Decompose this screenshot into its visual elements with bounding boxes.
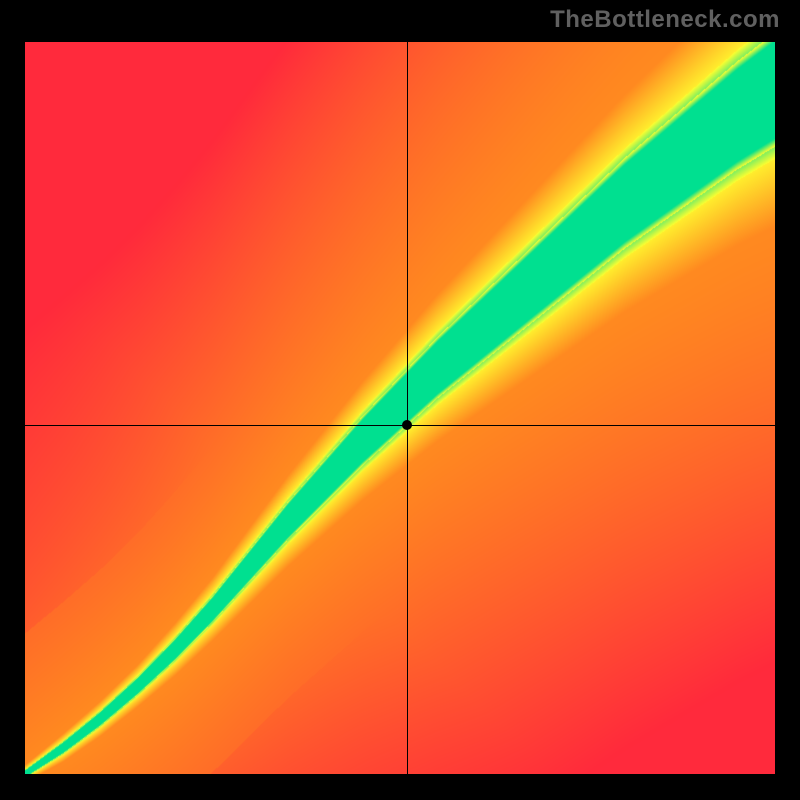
- watermark-text: TheBottleneck.com: [550, 6, 780, 34]
- chart-container: TheBottleneck.com: [0, 0, 800, 800]
- crosshair-vertical: [407, 42, 408, 774]
- bottleneck-point: [402, 420, 412, 430]
- heatmap-canvas: [25, 42, 775, 774]
- heatmap-plot: [25, 42, 775, 774]
- crosshair-horizontal: [25, 425, 775, 426]
